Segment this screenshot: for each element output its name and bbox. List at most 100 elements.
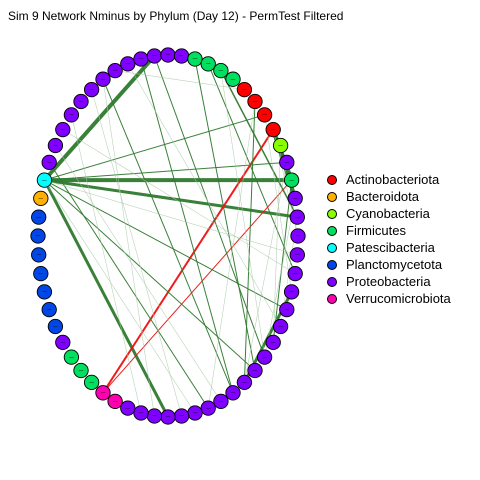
edge-positive bbox=[42, 178, 299, 219]
edge-positive bbox=[42, 178, 170, 419]
edge-positive bbox=[43, 114, 266, 181]
node-label: — bbox=[262, 112, 267, 118]
network-node: — bbox=[283, 284, 300, 300]
legend-item-actinobacteriota: Actinobacteriota bbox=[324, 171, 451, 188]
node-circle bbox=[187, 51, 203, 67]
network-node: — bbox=[133, 405, 149, 421]
legend-swatch bbox=[327, 208, 337, 219]
legend-item-bacteroidota: Bacteroidota bbox=[324, 188, 451, 205]
node-circle bbox=[107, 393, 123, 410]
network-node: — bbox=[160, 409, 176, 425]
node-circle bbox=[236, 81, 253, 98]
network-node: — bbox=[146, 408, 163, 424]
node-label: — bbox=[89, 380, 94, 386]
network-node: — bbox=[146, 48, 163, 64]
edge-positive bbox=[102, 78, 155, 417]
node-circle bbox=[225, 71, 241, 87]
node-label: — bbox=[38, 271, 43, 277]
node-circle bbox=[41, 154, 57, 171]
network-node: — bbox=[265, 121, 281, 138]
legend-item-planctomycetota: Planctomycetota bbox=[324, 256, 451, 273]
node-label: — bbox=[125, 405, 130, 411]
node-circle bbox=[213, 62, 229, 79]
network-node: — bbox=[63, 349, 80, 365]
node-label: — bbox=[206, 405, 211, 411]
legend-label: Bacteroidota bbox=[346, 189, 419, 204]
edge-positive bbox=[244, 162, 288, 383]
node-circle bbox=[120, 400, 136, 416]
node-circle bbox=[47, 318, 64, 335]
node-label: — bbox=[152, 413, 157, 419]
edge-positive bbox=[272, 145, 281, 343]
edge-positive bbox=[43, 179, 288, 311]
node-label: — bbox=[293, 271, 298, 277]
node-label: — bbox=[38, 196, 43, 202]
network-node: — bbox=[133, 51, 149, 67]
node-circle bbox=[36, 172, 53, 188]
network-node: — bbox=[33, 190, 49, 207]
node-circle bbox=[279, 301, 295, 318]
node-circle bbox=[73, 93, 89, 110]
network-node: — bbox=[33, 265, 49, 282]
legend-item-patescibacteria: Patescibacteria bbox=[324, 239, 451, 256]
edge-positive bbox=[207, 63, 296, 275]
edge-positive bbox=[220, 70, 265, 358]
network-node: — bbox=[225, 71, 241, 87]
edge-positive bbox=[271, 127, 294, 183]
node-circle bbox=[73, 362, 89, 379]
node-label: — bbox=[152, 53, 157, 59]
node-circle bbox=[83, 81, 100, 98]
network-node: — bbox=[73, 93, 89, 110]
node-label: — bbox=[166, 52, 171, 58]
edge-positive bbox=[44, 179, 196, 414]
network-node: — bbox=[247, 93, 263, 110]
edge-positive bbox=[153, 55, 266, 358]
edge-positive bbox=[43, 161, 288, 181]
node-label: — bbox=[139, 56, 144, 62]
network-node: — bbox=[289, 209, 305, 225]
network-node: — bbox=[290, 228, 306, 244]
node-circle bbox=[36, 284, 53, 300]
node-label: — bbox=[79, 368, 84, 374]
node-label: — bbox=[36, 252, 41, 258]
network-node: — bbox=[30, 228, 46, 244]
legend-item-verrucomicrobiota: Verrucomicrobiota bbox=[324, 290, 451, 307]
network-node: — bbox=[173, 48, 190, 64]
node-label: — bbox=[101, 390, 106, 396]
edge-positive bbox=[91, 89, 182, 417]
network-node: — bbox=[287, 190, 303, 207]
node-label: — bbox=[89, 87, 94, 93]
legend-label: Patescibacteria bbox=[346, 240, 435, 255]
node-circle bbox=[30, 228, 46, 244]
edge-positive bbox=[127, 63, 281, 327]
node-label: — bbox=[53, 324, 58, 330]
node-label: — bbox=[79, 99, 84, 105]
node-circle bbox=[283, 172, 300, 188]
network-node: — bbox=[31, 209, 47, 225]
network-node: — bbox=[95, 71, 111, 87]
network-node: — bbox=[236, 374, 253, 391]
node-circle bbox=[200, 56, 216, 72]
node-circle bbox=[120, 56, 136, 72]
node-label: — bbox=[113, 399, 118, 405]
node-circle bbox=[256, 349, 273, 365]
node-label: — bbox=[284, 160, 289, 166]
node-circle bbox=[236, 374, 253, 391]
node-circle bbox=[265, 121, 281, 138]
network-node: — bbox=[36, 284, 53, 300]
network-node: — bbox=[236, 81, 253, 98]
node-label: — bbox=[218, 68, 223, 74]
node-circle bbox=[283, 284, 300, 300]
network-node: — bbox=[289, 247, 305, 263]
network-node: — bbox=[73, 362, 89, 379]
network-node: — bbox=[63, 107, 80, 123]
node-layer: — — — — — — — — — — — — — — — — — — — — — — — — — — — — — — — — — — — — — — — —… bbox=[30, 47, 306, 425]
network-node: — bbox=[256, 349, 273, 365]
node-circle bbox=[83, 374, 100, 391]
legend-item-cyanobacteria: Cyanobacteria bbox=[324, 205, 451, 222]
node-label: — bbox=[193, 410, 198, 416]
edge-positive bbox=[140, 58, 234, 394]
network-node: — bbox=[213, 393, 229, 410]
node-label: — bbox=[293, 196, 298, 202]
